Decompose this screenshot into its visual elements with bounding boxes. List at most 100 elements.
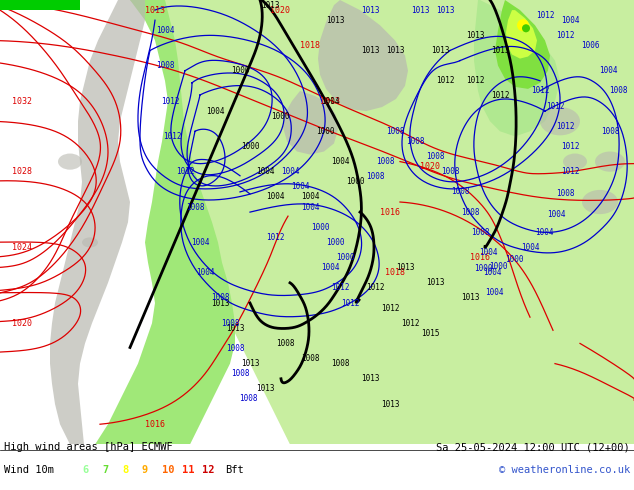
- Text: 1012: 1012: [436, 76, 454, 85]
- Text: 1008: 1008: [451, 187, 469, 196]
- Text: 1008: 1008: [461, 208, 479, 217]
- Text: 1004: 1004: [321, 263, 339, 272]
- Text: 1004: 1004: [331, 157, 349, 166]
- Text: 11: 11: [182, 465, 195, 475]
- Text: 1013: 1013: [256, 384, 275, 393]
- Polygon shape: [474, 0, 560, 136]
- Text: 1004: 1004: [598, 66, 618, 75]
- Text: 10: 10: [162, 465, 174, 475]
- Text: 1008: 1008: [406, 137, 424, 146]
- Text: 1000: 1000: [336, 253, 354, 262]
- Polygon shape: [506, 10, 537, 59]
- Text: 1000: 1000: [346, 177, 365, 186]
- Circle shape: [517, 19, 529, 31]
- Text: 1020: 1020: [12, 318, 32, 328]
- Text: 1012: 1012: [536, 11, 554, 20]
- Text: 1004: 1004: [256, 167, 275, 176]
- Text: 1004: 1004: [206, 107, 224, 116]
- Text: 1013: 1013: [461, 294, 479, 302]
- Text: 1004: 1004: [191, 238, 209, 247]
- Text: 1016: 1016: [470, 253, 490, 262]
- Text: 1012: 1012: [161, 97, 179, 105]
- Text: 1032: 1032: [12, 97, 32, 105]
- Text: 1004: 1004: [479, 248, 497, 257]
- Circle shape: [522, 24, 530, 32]
- Text: 1000: 1000: [489, 262, 507, 271]
- Text: 1012: 1012: [556, 31, 574, 40]
- Text: 1008: 1008: [301, 354, 320, 363]
- Text: 1020: 1020: [270, 5, 290, 15]
- Text: 1008: 1008: [156, 61, 174, 70]
- Text: 1004: 1004: [560, 16, 579, 24]
- Text: 1012: 1012: [560, 142, 579, 151]
- Text: 1013: 1013: [491, 46, 509, 55]
- Text: 1016: 1016: [380, 208, 400, 217]
- Text: 1006: 1006: [581, 41, 599, 50]
- Text: 1000: 1000: [316, 127, 334, 136]
- Text: 1020: 1020: [420, 162, 440, 171]
- Text: 1013: 1013: [396, 263, 414, 272]
- Text: 1018: 1018: [300, 41, 320, 50]
- Text: 1012: 1012: [531, 86, 549, 96]
- Text: 7: 7: [102, 465, 108, 475]
- Polygon shape: [283, 91, 338, 154]
- Text: 1008: 1008: [276, 339, 294, 348]
- Text: 1013: 1013: [426, 278, 444, 287]
- Text: 1013: 1013: [361, 46, 379, 55]
- Text: 1028: 1028: [12, 167, 32, 176]
- Text: 1013: 1013: [226, 324, 244, 333]
- Ellipse shape: [82, 237, 98, 247]
- Ellipse shape: [58, 153, 82, 170]
- Text: 1008: 1008: [331, 359, 349, 368]
- Text: 1008: 1008: [226, 344, 244, 353]
- Text: 1012: 1012: [176, 167, 194, 176]
- Text: 1013: 1013: [361, 374, 379, 383]
- Text: 1004: 1004: [196, 268, 214, 277]
- Text: 6: 6: [82, 465, 88, 475]
- Text: © weatheronline.co.uk: © weatheronline.co.uk: [499, 465, 630, 475]
- Text: 1013: 1013: [385, 46, 404, 55]
- Text: 1004: 1004: [485, 289, 503, 297]
- Ellipse shape: [563, 153, 587, 170]
- Polygon shape: [50, 0, 145, 444]
- Text: 1000: 1000: [326, 238, 344, 247]
- Text: High wind areas [hPa] ECMWF: High wind areas [hPa] ECMWF: [4, 442, 172, 452]
- Text: 1018: 1018: [385, 268, 405, 277]
- Text: 1012: 1012: [466, 76, 484, 85]
- Text: 1004: 1004: [521, 243, 540, 252]
- Text: 1004: 1004: [291, 182, 309, 192]
- Text: 1004: 1004: [534, 228, 553, 237]
- Text: Wind 10m: Wind 10m: [4, 465, 54, 475]
- Text: 1000: 1000: [271, 112, 289, 121]
- Polygon shape: [95, 0, 235, 444]
- Text: 1008: 1008: [231, 369, 249, 378]
- Polygon shape: [130, 0, 634, 444]
- Text: 1013: 1013: [326, 16, 344, 24]
- Text: 1000: 1000: [241, 142, 259, 151]
- Text: 1008: 1008: [366, 172, 384, 181]
- Text: 1000: 1000: [505, 255, 523, 264]
- Text: 1013: 1013: [466, 31, 484, 40]
- Text: 1012: 1012: [331, 283, 349, 293]
- Text: 1000: 1000: [474, 264, 492, 273]
- Text: 1013: 1013: [241, 359, 259, 368]
- Polygon shape: [495, 0, 550, 89]
- Text: 8: 8: [122, 465, 128, 475]
- Ellipse shape: [540, 107, 580, 135]
- Text: 1013: 1013: [361, 5, 379, 15]
- Text: 1008: 1008: [210, 294, 230, 302]
- Text: 1008: 1008: [186, 202, 204, 212]
- Text: 1013: 1013: [411, 5, 429, 15]
- Text: 1013: 1013: [261, 0, 279, 9]
- Text: 1008: 1008: [385, 127, 404, 136]
- Text: Bft: Bft: [225, 465, 243, 475]
- Text: 1012: 1012: [556, 122, 574, 131]
- Text: 1000: 1000: [231, 66, 249, 75]
- Text: 1004: 1004: [156, 26, 174, 35]
- Text: Sa 25-05-2024 12:00 UTC (12+00): Sa 25-05-2024 12:00 UTC (12+00): [436, 442, 630, 452]
- Text: 1004: 1004: [547, 210, 566, 219]
- Text: 1016: 1016: [145, 420, 165, 429]
- Text: 1013: 1013: [210, 298, 230, 308]
- Text: 1012: 1012: [546, 101, 564, 111]
- Text: 12: 12: [202, 465, 214, 475]
